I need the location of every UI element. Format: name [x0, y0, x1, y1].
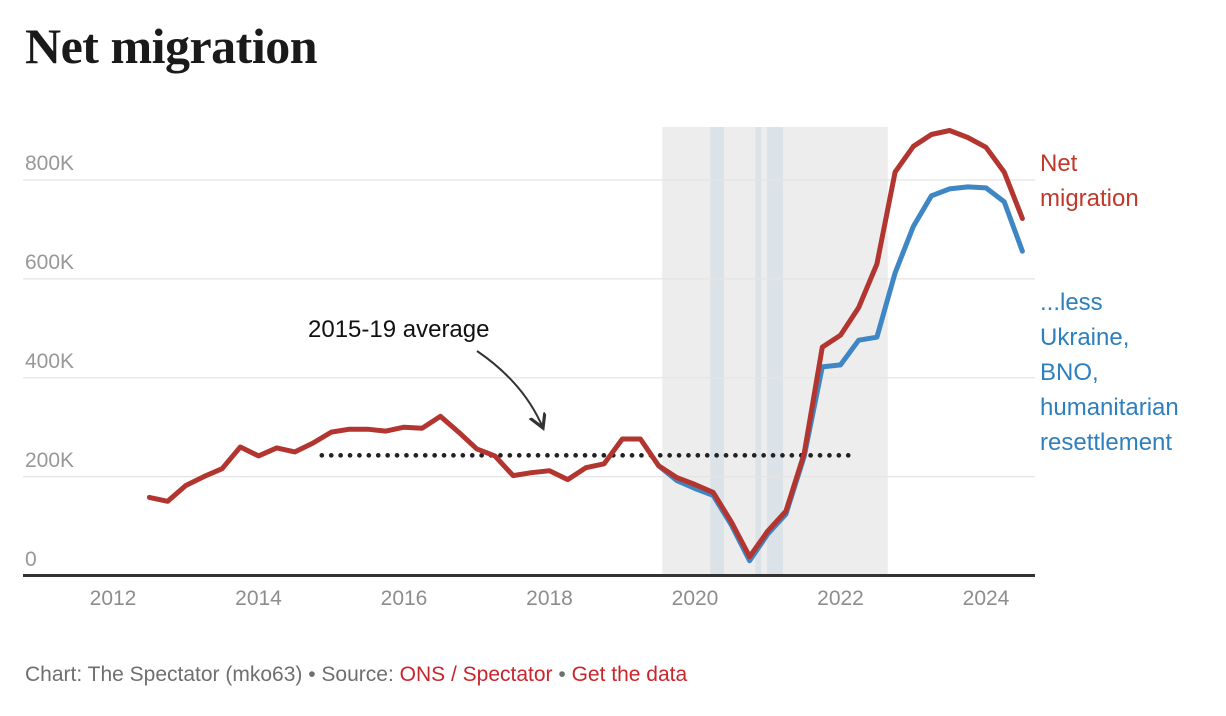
footer-separator: •	[552, 663, 572, 686]
average-annotation-label: 2015-19 average	[308, 316, 490, 343]
source-link[interactable]: ONS / Spectator	[399, 663, 553, 686]
red-line	[146, 128, 1025, 560]
red-series-label: Net migration	[1040, 150, 1139, 212]
x-tick-label: 2020	[671, 587, 719, 610]
lockdown-stripe	[755, 127, 762, 576]
lockdown-stripe	[767, 127, 784, 576]
y-tick-label: 600K	[25, 250, 75, 274]
y-tick-label: 800K	[25, 151, 75, 175]
y-tick-label: 0	[25, 547, 37, 571]
page-title: Net migration	[25, 18, 318, 74]
x-tick-label: 2018	[526, 587, 573, 610]
x-tick-label: 2024	[962, 587, 1010, 610]
x-tick-label: 2014	[235, 587, 282, 610]
y-tick-label: 200K	[25, 448, 75, 472]
lockdown-stripe	[710, 127, 725, 576]
annotation-arrow	[476, 350, 543, 428]
y-tick-label: 400K	[25, 349, 75, 373]
footer-credit-text: Chart: The Spectator (mko63) • Source:	[25, 663, 400, 686]
x-tick-label: 2012	[89, 587, 137, 610]
x-tick-label: 2022	[817, 587, 864, 610]
line-chart	[23, 127, 1035, 577]
x-tick-label: 2016	[380, 587, 428, 610]
get-the-data-link[interactable]: Get the data	[571, 663, 688, 686]
footer-attribution: Chart: The Spectator (mko63) • Source: O…	[25, 662, 687, 688]
blue-series-label: ...less Ukraine, BNO, humanitarian reset…	[1040, 289, 1179, 456]
